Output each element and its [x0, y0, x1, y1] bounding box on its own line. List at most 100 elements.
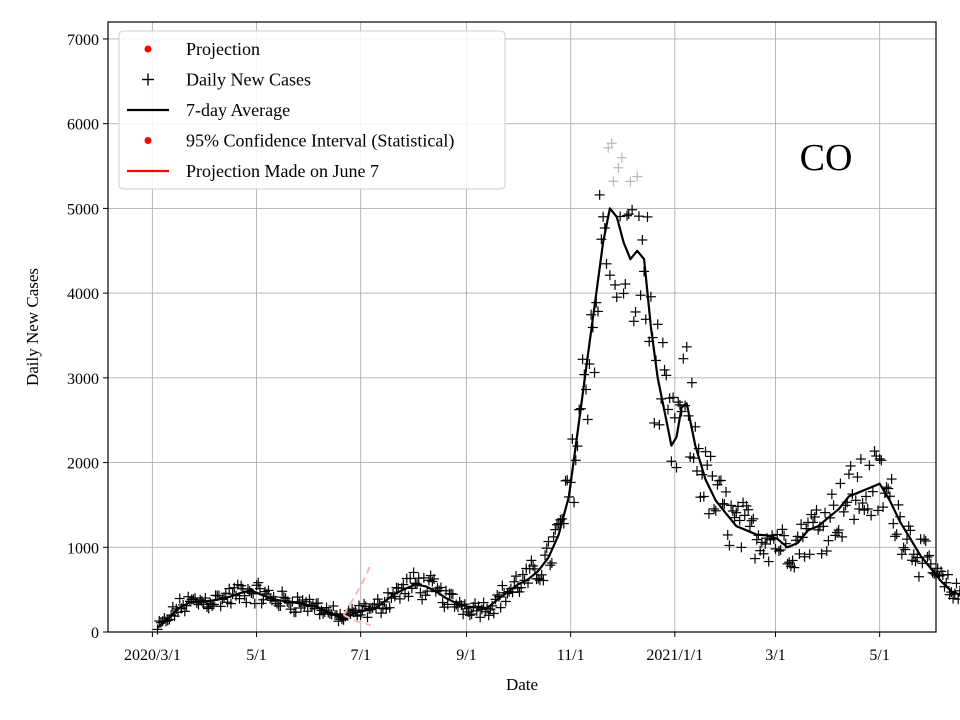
daily-case-marker [691, 465, 702, 476]
x-axis-ticks: 2020/3/15/17/19/111/12021/1/13/15/17/19/… [124, 632, 890, 664]
daily-case-marker [893, 499, 904, 510]
daily-case-marker [174, 593, 185, 604]
daily-case-marker [881, 482, 892, 493]
legend-entry: 7-day Average [127, 100, 290, 120]
daily-case-marker [497, 580, 508, 591]
daily-case-marker [458, 609, 469, 620]
daily-case-marker [857, 498, 868, 509]
earlier-projection-lower [343, 614, 372, 627]
daily-case-marker [420, 590, 431, 601]
daily-case-marker [254, 583, 265, 594]
plot-frame [107, 21, 937, 633]
daily-case-marker [483, 610, 494, 621]
daily-case-marker [866, 510, 877, 521]
daily-case-marker [953, 594, 960, 605]
daily-case-marker [657, 337, 668, 348]
daily-case-marker [589, 367, 600, 378]
state-annotation: CO [800, 137, 853, 179]
x-tick-label: 7/1 [350, 647, 370, 664]
daily-case-marker [669, 412, 680, 423]
daily-case-marker [775, 544, 786, 555]
daily-case-marker [384, 602, 395, 613]
daily-case-marker [912, 552, 923, 563]
x-tick-label: 5/1 [246, 647, 266, 664]
daily-case-marker [845, 460, 856, 471]
daily-case-marker [466, 609, 477, 620]
daily-case-marker [277, 586, 288, 597]
daily-case-marker [610, 279, 621, 290]
daily-case-marker [659, 364, 670, 375]
daily-case-marker [734, 515, 745, 526]
daily-case-marker [569, 497, 580, 508]
daily-case-marker [864, 460, 875, 471]
daily-case-marker [275, 601, 286, 612]
daily-case-marker [598, 211, 609, 222]
daily-case-marker [621, 210, 632, 221]
legend-entry: Daily New Cases [142, 70, 311, 90]
daily-case-marker [241, 597, 252, 608]
daily-case-marker [920, 535, 931, 546]
daily-case-marker [359, 598, 370, 609]
daily-case-marker [744, 521, 755, 532]
daily-case-marker [604, 270, 615, 281]
legend-dot-icon [144, 45, 152, 53]
daily-case-marker [558, 518, 569, 529]
daily-case-marker [577, 354, 588, 365]
daily-case-marker [405, 573, 416, 584]
daily-case-marker [408, 567, 419, 578]
daily-case-marker [492, 590, 503, 601]
legend-label: Projection [186, 39, 260, 59]
y-tick-label: 3000 [67, 371, 99, 388]
daily-case-marker [833, 525, 844, 536]
daily-case-marker [843, 469, 854, 480]
daily-case-marker [855, 454, 866, 465]
daily-case-marker [705, 451, 716, 462]
daily-case-marker [671, 462, 682, 473]
daily-case-marker [654, 419, 665, 430]
daily-case-marker [787, 555, 798, 566]
daily-case-marker [867, 486, 878, 497]
daily-case-marker [726, 500, 737, 511]
daily-case-marker [729, 512, 740, 523]
daily-case-marker [799, 551, 810, 562]
daily-case-marker [376, 608, 387, 619]
daily-case-marker [642, 211, 653, 222]
legend-entry: Projection [144, 39, 260, 59]
daily-case-marker [886, 474, 897, 485]
daily-case-marker [883, 483, 894, 494]
daily-case-marker [516, 582, 527, 593]
daily-case-marker [632, 171, 643, 182]
daily-case-marker [903, 521, 914, 532]
daily-case-marker [792, 531, 803, 542]
daily-case-marker [152, 624, 163, 635]
daily-case-marker [630, 306, 641, 317]
daily-case-marker [328, 600, 339, 611]
legend-dot-icon [144, 137, 152, 144]
x-tick-label: 5/1 [869, 647, 889, 664]
daily-case-marker [773, 546, 784, 557]
daily-case-marker [779, 530, 790, 541]
y-tick-label: 5000 [67, 201, 99, 218]
daily-case-marker [852, 472, 863, 483]
legend: Projection Daily New Cases 7-day Average 95… [118, 30, 506, 190]
daily-case-marker [681, 341, 692, 352]
daily-case-marker [861, 491, 872, 502]
legend-entry: Projection Made on June 7 [127, 161, 379, 181]
daily-case-marker [919, 534, 930, 545]
legend-label: 7-day Average [186, 100, 290, 120]
x-tick-label: 9/1 [456, 647, 476, 664]
daily-case-marker [550, 524, 561, 535]
daily-case-marker [698, 491, 709, 502]
daily-case-marker [710, 505, 721, 516]
y-tick-label: 6000 [67, 117, 99, 134]
daily-case-marker [732, 501, 743, 512]
daily-case-marker [207, 601, 218, 612]
daily-case-marker [225, 598, 236, 609]
legend-label: Daily New Cases [186, 70, 311, 90]
daily-case-marker [777, 524, 788, 535]
daily-case-marker [495, 602, 506, 613]
daily-case-marker [854, 503, 865, 514]
daily-case-marker [601, 258, 612, 269]
daily-case-marker [418, 572, 429, 583]
daily-case-marker [763, 556, 774, 567]
